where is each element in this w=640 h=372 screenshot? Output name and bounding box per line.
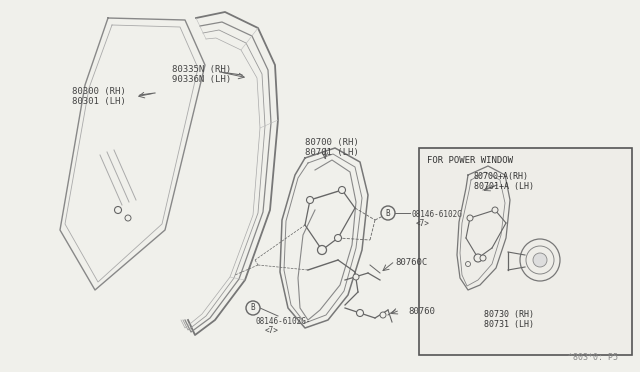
- Text: ^803*0: P5: ^803*0: P5: [568, 353, 618, 362]
- Circle shape: [465, 262, 470, 266]
- Circle shape: [381, 206, 395, 220]
- Circle shape: [467, 215, 473, 221]
- Text: <7>: <7>: [265, 326, 279, 335]
- Text: B: B: [251, 304, 255, 312]
- Text: 80301 (LH): 80301 (LH): [72, 97, 125, 106]
- Text: 80760: 80760: [408, 307, 435, 316]
- Circle shape: [356, 310, 364, 317]
- Text: 80760C: 80760C: [395, 258, 428, 267]
- Circle shape: [307, 196, 314, 203]
- Text: 08146-6102G: 08146-6102G: [412, 210, 463, 219]
- Circle shape: [246, 301, 260, 315]
- Text: 80700 (RH): 80700 (RH): [305, 138, 359, 147]
- Circle shape: [115, 206, 122, 214]
- Bar: [419, 148, 632, 355]
- Text: 80700+A(RH): 80700+A(RH): [474, 172, 529, 181]
- Text: 80701+A (LH): 80701+A (LH): [474, 182, 534, 191]
- Circle shape: [492, 207, 498, 213]
- Circle shape: [353, 274, 359, 280]
- Text: 80730 (RH): 80730 (RH): [484, 310, 534, 319]
- Text: 80701 (LH): 80701 (LH): [305, 148, 359, 157]
- Text: 80335N (RH): 80335N (RH): [172, 65, 231, 74]
- Circle shape: [380, 312, 386, 318]
- Text: 80300 (RH): 80300 (RH): [72, 87, 125, 96]
- Text: FOR POWER WINDOW: FOR POWER WINDOW: [427, 156, 513, 165]
- Text: 90336N (LH): 90336N (LH): [172, 75, 231, 84]
- Circle shape: [317, 246, 326, 254]
- Circle shape: [125, 215, 131, 221]
- Text: 08146-6102G-: 08146-6102G-: [255, 317, 310, 326]
- Circle shape: [335, 234, 342, 241]
- Circle shape: [533, 253, 547, 267]
- Text: B: B: [386, 208, 390, 218]
- Circle shape: [474, 254, 482, 262]
- Text: <7>: <7>: [416, 219, 430, 228]
- Circle shape: [480, 255, 486, 261]
- Circle shape: [339, 186, 346, 193]
- Text: 80731 (LH): 80731 (LH): [484, 320, 534, 329]
